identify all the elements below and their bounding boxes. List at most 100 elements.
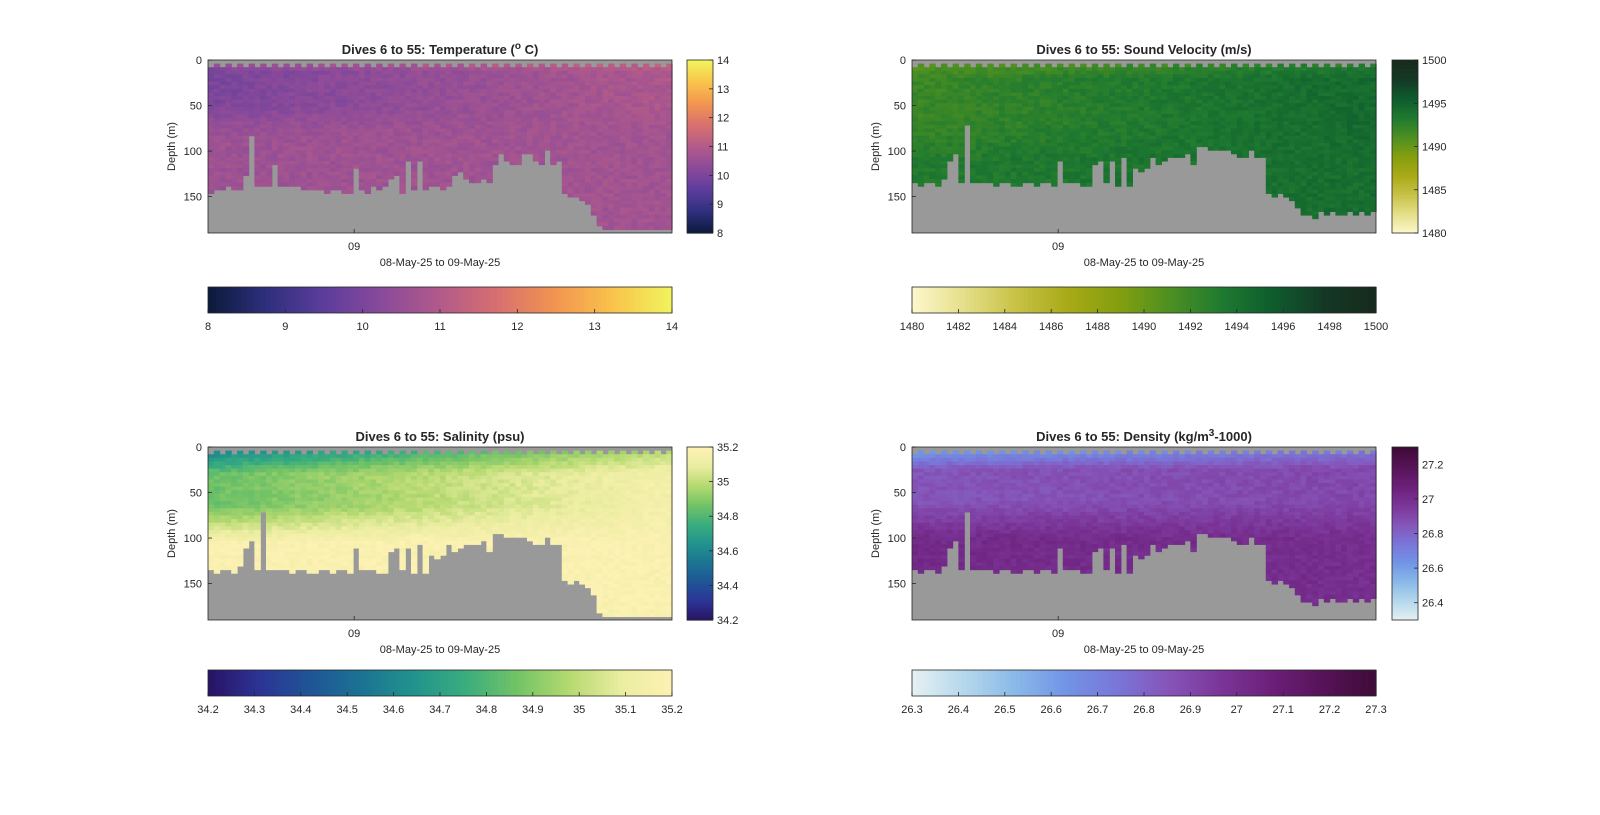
heatmap-cell	[1126, 81, 1133, 86]
heatmap-cell	[1057, 96, 1064, 101]
heatmap-cell	[1033, 103, 1041, 108]
heatmap-cell	[544, 124, 551, 130]
heatmap-cell	[619, 92, 627, 97]
heatmap-cell	[486, 157, 493, 162]
heatmap-cell	[608, 164, 615, 169]
heatmap-cell	[382, 88, 389, 94]
heatmap-cell	[208, 78, 215, 83]
heatmap-cell	[1236, 139, 1244, 144]
heatmap-cell	[208, 186, 215, 191]
heatmap-cell	[1207, 106, 1215, 112]
heatmap-cell	[1080, 121, 1087, 126]
heatmap-cell	[1068, 117, 1075, 122]
heatmap-cell	[399, 67, 406, 72]
heatmap-cell	[1138, 70, 1145, 76]
heatmap-cell	[324, 78, 331, 83]
heatmap-cell	[648, 103, 656, 108]
heatmap-cell	[254, 139, 261, 144]
heatmap-cell	[596, 139, 603, 144]
heatmap-cell	[422, 106, 429, 112]
heatmap-cell	[382, 153, 389, 158]
heatmap-cell	[411, 78, 418, 83]
heatmap-cell	[573, 63, 580, 68]
heatmap-cell	[1033, 178, 1041, 184]
heatmap-cell	[306, 67, 313, 72]
heatmap-cell	[312, 70, 319, 76]
heatmap-cell	[242, 150, 250, 155]
heatmap-cell	[602, 196, 609, 202]
heatmap-cell	[358, 146, 366, 151]
heatmap-cell	[1167, 67, 1174, 72]
heatmap-cell	[399, 160, 406, 166]
heatmap-cell	[602, 67, 609, 72]
heatmap-cell	[614, 193, 621, 198]
heatmap-cell	[981, 121, 988, 126]
heatmap-cell	[1294, 193, 1302, 198]
heatmap-cell	[527, 124, 534, 130]
heatmap-cell	[1004, 92, 1012, 97]
heatmap-cell	[498, 135, 505, 140]
heatmap-cell	[300, 132, 308, 137]
heatmap-cell	[648, 96, 656, 101]
heatmap-cell	[1074, 96, 1081, 101]
heatmap-cell	[364, 171, 371, 176]
heatmap-cell	[1289, 103, 1296, 108]
heatmap-cell	[527, 114, 534, 119]
heatmap-cell	[556, 121, 563, 126]
heatmap-cell	[625, 175, 632, 180]
heatmap-cell	[341, 171, 348, 176]
heatmap-cell	[1062, 157, 1070, 162]
heatmap-cell	[486, 70, 493, 76]
colorbar-segment	[687, 209, 713, 212]
heatmap-cell	[538, 110, 545, 115]
heatmap-cell	[637, 157, 644, 162]
heatmap-cell	[411, 74, 418, 79]
colorbar-segment	[687, 217, 713, 221]
heatmap-cell	[923, 106, 930, 112]
heatmap-cell	[370, 114, 377, 119]
heatmap-cell	[1294, 99, 1302, 104]
heatmap-cell	[231, 157, 238, 162]
heatmap-cell	[1068, 168, 1075, 173]
heatmap-cell	[573, 67, 580, 72]
heatmap-cell	[1277, 178, 1284, 184]
heatmap-cell	[1225, 78, 1232, 83]
heatmap-cell	[1283, 157, 1290, 162]
colorbar-segment	[354, 287, 360, 313]
heatmap-cell	[219, 175, 226, 180]
heatmap-cell	[602, 81, 609, 86]
heatmap-cell	[987, 157, 994, 162]
heatmap-cell	[1045, 67, 1052, 72]
heatmap-cell	[1300, 110, 1307, 115]
heatmap-cell	[405, 85, 412, 90]
heatmap-cell	[347, 132, 354, 137]
heatmap-cell	[1283, 78, 1290, 83]
heatmap-cell	[614, 175, 621, 180]
heatmap-cell	[1277, 92, 1284, 97]
heatmap-cell	[1068, 74, 1075, 79]
heatmap-cell	[1254, 128, 1261, 133]
heatmap-cell	[917, 139, 925, 144]
heatmap-cell	[1022, 106, 1029, 112]
heatmap-cell	[1109, 150, 1116, 155]
colorbar-segment	[625, 287, 631, 313]
heatmap-cell	[254, 117, 261, 122]
heatmap-cell	[987, 121, 994, 126]
heatmap-cell	[1051, 81, 1058, 86]
heatmap-cell	[614, 214, 621, 220]
heatmap-cell	[399, 85, 406, 90]
heatmap-cell	[306, 164, 313, 169]
heatmap-cell	[1173, 85, 1180, 90]
heatmap-cell	[1103, 92, 1110, 97]
heatmap-cell	[619, 96, 627, 101]
heatmap-cell	[964, 106, 971, 112]
heatmap-cell	[1271, 135, 1278, 140]
heatmap-cell	[318, 124, 325, 130]
heatmap-cell	[254, 128, 261, 133]
heatmap-cell	[1248, 132, 1255, 137]
heatmap-cell	[515, 74, 522, 79]
heatmap-cell	[1062, 178, 1070, 184]
heatmap-cell	[648, 160, 656, 166]
heatmap-cell	[590, 168, 598, 173]
heatmap-cell	[1062, 135, 1070, 140]
